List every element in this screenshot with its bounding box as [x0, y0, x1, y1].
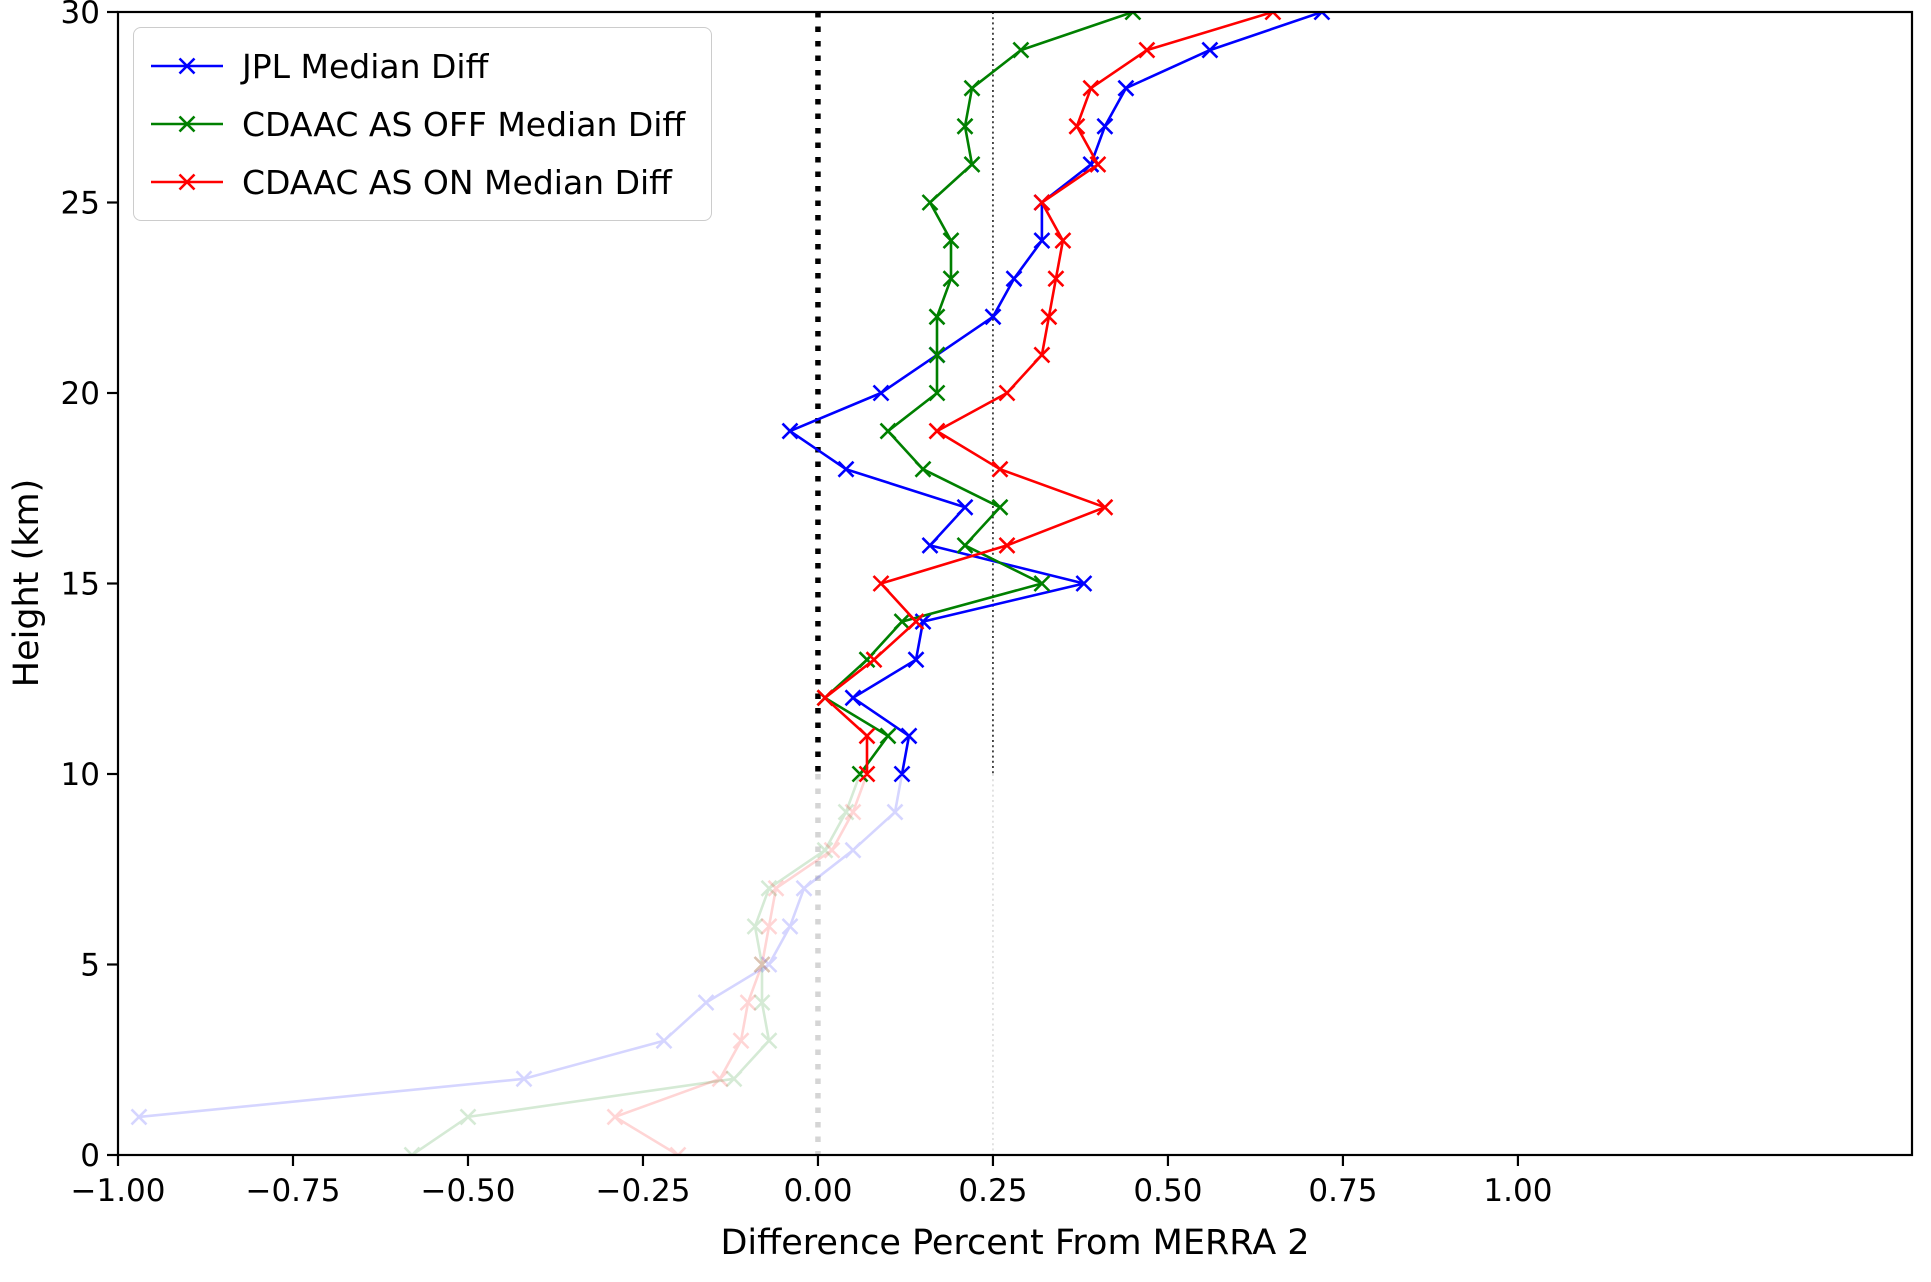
y-tick-label: 25	[61, 186, 100, 222]
legend-item-cdaac-as-off: CDAAC AS OFF Median Diff	[148, 98, 685, 150]
x-tick-label: −0.25	[595, 1173, 690, 1209]
y-axis-label: Height (km)	[7, 479, 47, 688]
legend-line-sample-jpl	[151, 57, 223, 75]
series-jpl-median-diff-solid	[781, 12, 1331, 783]
x-marker-path	[781, 12, 1331, 783]
axis-tick-labels-group: −1.00 −0.75 −0.50 −0.25 0.00 0.25 0.50 0.75 1.00…	[61, 0, 1553, 1209]
x-marker-path	[816, 12, 1282, 783]
series-line	[613, 773, 869, 1155]
x-tick-label: 0.00	[783, 1173, 852, 1209]
series-line	[411, 773, 862, 1155]
y-tick-label: 5	[80, 948, 100, 984]
x-tick-label: −0.75	[245, 1173, 340, 1209]
y-tick-label: 30	[61, 0, 100, 31]
legend-sample-x-marker	[178, 115, 196, 133]
legend-sample-x-marker	[178, 173, 196, 191]
series-cdaac-as-on-median-diff-faint	[606, 765, 876, 1155]
legend: JPL Median Diff CDAAC AS OFF Median Diff…	[133, 27, 713, 221]
axis-ticks-group	[107, 10, 1520, 1166]
data-series-group	[130, 12, 1331, 1155]
series-line	[788, 12, 1323, 775]
x-axis-label: Difference Percent From MERRA 2	[720, 1223, 1309, 1263]
x-tick-label: 0.50	[1133, 1173, 1202, 1209]
legend-line-sample-cdaac-as-off	[151, 115, 223, 133]
series-line	[823, 12, 1274, 774]
x-tick-label: 0.75	[1308, 1173, 1377, 1209]
legend-label-jpl: JPL Median Diff	[242, 46, 489, 86]
legend-label-cdaac-as-off: CDAAC AS OFF Median Diff	[242, 104, 686, 144]
x-tick-label: 1.00	[1483, 1173, 1552, 1209]
y-tick-label: 10	[61, 757, 100, 793]
series-line	[138, 773, 904, 1119]
legend-line-sample-cdaac-as-on	[151, 173, 223, 191]
x-marker-path	[606, 765, 876, 1155]
y-tick-label: 20	[61, 376, 100, 412]
legend-item-cdaac-as-on: CDAAC AS ON Median Diff	[148, 156, 685, 208]
series-jpl-median-diff-faint	[130, 765, 911, 1126]
series-line	[823, 12, 1134, 775]
y-tick-label: 15	[61, 567, 100, 603]
legend-item-jpl: JPL Median Diff	[148, 40, 685, 92]
reference-lines-group	[815, 12, 994, 1155]
x-tick-label: −0.50	[420, 1173, 515, 1209]
x-tick-label: 0.25	[958, 1173, 1027, 1209]
x-marker-path	[403, 765, 869, 1155]
x-marker-path	[130, 765, 911, 1126]
legend-label-cdaac-as-on: CDAAC AS ON Median Diff	[242, 162, 672, 202]
series-cdaac-as-off-median-diff-faint	[403, 765, 869, 1155]
series-cdaac-as-on-median-diff-solid	[816, 12, 1282, 783]
legend-sample-x-marker	[178, 57, 196, 75]
y-tick-label: 0	[80, 1138, 100, 1174]
x-tick-label: −1.00	[71, 1173, 166, 1209]
